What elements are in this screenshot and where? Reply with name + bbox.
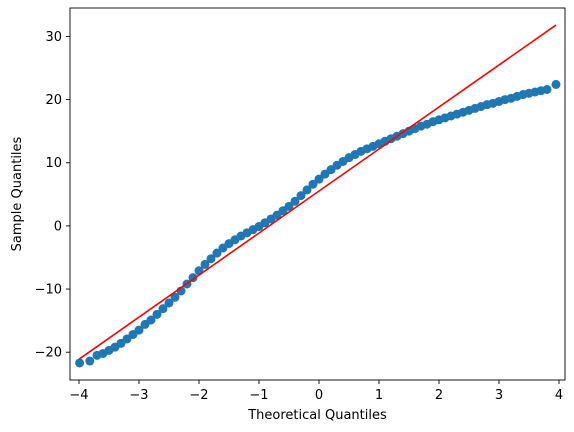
data-point: [302, 185, 312, 195]
data-point: [290, 196, 300, 206]
data-point: [158, 304, 168, 314]
data-point: [164, 298, 174, 308]
y-tick-label: −10: [35, 283, 62, 298]
x-tick-label: 1: [375, 388, 383, 403]
x-tick-label: 2: [435, 388, 443, 403]
x-tick-label: −2: [189, 388, 208, 403]
data-point: [200, 259, 210, 269]
data-point: [284, 201, 294, 211]
data-point: [551, 79, 561, 89]
x-axis: −4 −3 −2 −1 0 1 2 3 4: [69, 380, 563, 403]
data-point: [170, 292, 180, 302]
x-tick-label: 3: [495, 388, 503, 403]
y-tick-label: 10: [45, 156, 62, 171]
data-point: [308, 179, 318, 189]
data-point: [146, 315, 156, 325]
y-axis-label: Sample Quantiles: [10, 136, 25, 251]
x-tick-label: −1: [249, 388, 268, 403]
data-point: [542, 84, 552, 94]
y-tick-label: 30: [45, 30, 62, 45]
x-axis-label: Theoretical Quantiles: [247, 408, 387, 423]
data-point: [314, 174, 324, 184]
x-tick-label: −4: [69, 388, 88, 403]
plot-area-frame: [69, 7, 566, 381]
data-point: [296, 191, 306, 201]
data-point: [134, 325, 144, 335]
points-layer: [75, 79, 561, 368]
data-point: [152, 309, 162, 319]
data-point: [212, 248, 222, 258]
reference-line: [78, 24, 557, 360]
x-tick-label: −3: [129, 388, 148, 403]
y-tick-label: −20: [35, 346, 62, 361]
x-tick-label: 4: [555, 388, 563, 403]
y-tick-label: 0: [54, 219, 62, 234]
x-tick-label: 0: [315, 388, 323, 403]
data-point: [75, 358, 85, 368]
data-point: [206, 254, 216, 264]
data-point: [85, 356, 95, 366]
y-axis: −20 −10 0 10 20 30: [35, 30, 70, 361]
y-tick-label: 20: [45, 93, 62, 108]
